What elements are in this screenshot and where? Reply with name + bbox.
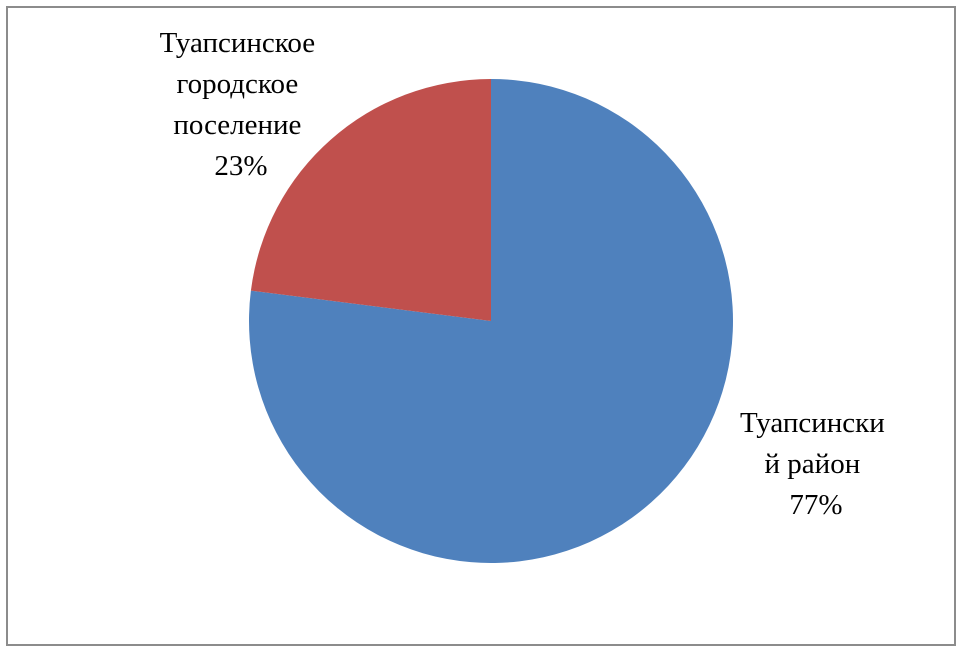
slice-label-line: поселение <box>173 109 301 141</box>
slice-label-line: Туапсинское <box>160 27 316 59</box>
slice-percent-label: 77% <box>789 489 842 521</box>
slice-label-tuapse-urban-settlement: Туапсинское городское поселение 23% <box>160 27 323 182</box>
pie-chart: Туапсински й район 77% Туапсинское город… <box>160 27 892 563</box>
slice-label-line: й район <box>765 448 861 480</box>
pie-slices <box>249 79 734 563</box>
slice-label-line: Туапсински <box>740 407 885 439</box>
slice-label-line: городское <box>176 68 298 100</box>
slice-percent-label: 23% <box>214 150 267 182</box>
pie-slice-1 <box>250 79 491 321</box>
slice-label-tuapse-district: Туапсински й район 77% <box>740 407 892 521</box>
